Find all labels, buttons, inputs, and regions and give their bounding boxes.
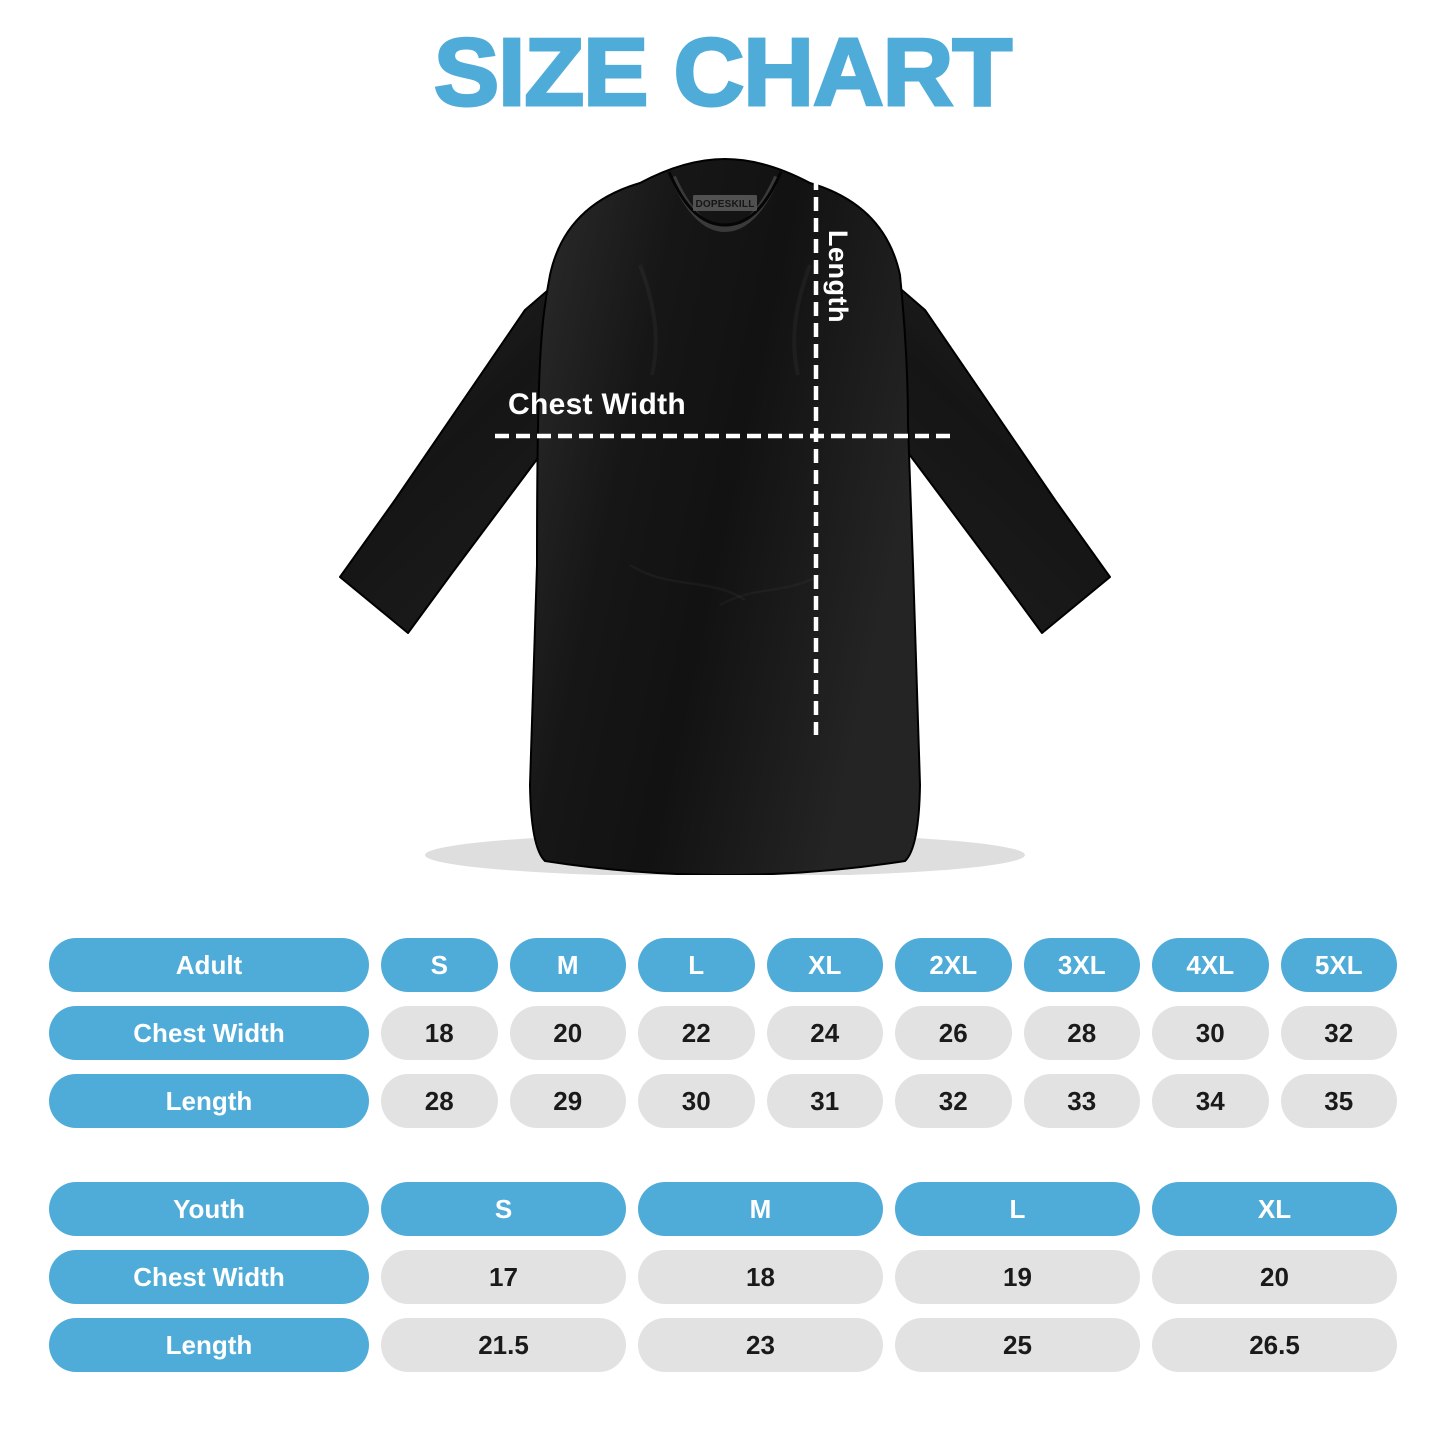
svg-text:DOPESKILL: DOPESKILL — [695, 199, 754, 210]
